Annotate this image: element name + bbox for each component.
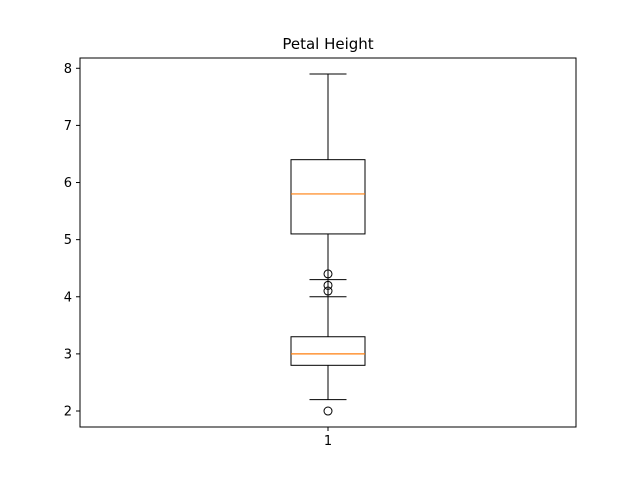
plot-area bbox=[290, 73, 366, 416]
x-tick-label: 1 bbox=[324, 434, 332, 449]
y-tick-label: 5 bbox=[64, 233, 72, 248]
y-tick-label: 4 bbox=[64, 290, 72, 305]
y-tick-label: 6 bbox=[64, 176, 72, 191]
chart-title: Petal Height bbox=[282, 35, 373, 53]
y-tick-label: 7 bbox=[64, 119, 72, 134]
y-tick-label: 2 bbox=[64, 405, 72, 420]
y-tick-label: 8 bbox=[64, 62, 72, 77]
box bbox=[290, 336, 366, 366]
outlier-point bbox=[323, 269, 333, 279]
y-tick-label: 3 bbox=[64, 347, 72, 362]
box bbox=[290, 159, 366, 235]
box-group-1 bbox=[290, 73, 366, 298]
box-group-2 bbox=[290, 279, 366, 416]
outlier-point bbox=[323, 406, 333, 416]
axes: 2 3 4 5 6 7 8 1 bbox=[64, 62, 332, 449]
